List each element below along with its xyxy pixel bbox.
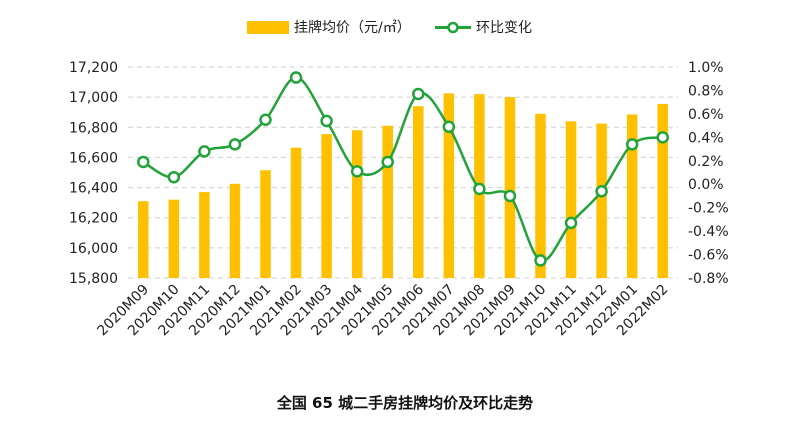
bar [229,183,241,278]
bar [290,147,302,278]
right-axis-tick-label: -0.8% [688,271,729,287]
right-axis-tick-label: 1.0% [688,60,724,76]
bar [596,123,607,279]
legend-bar-swatch [247,21,289,34]
bar [199,192,210,278]
right-axis-tick-label: -0.6% [688,248,729,264]
bar [413,106,424,278]
bar [535,113,546,278]
bar [565,121,577,278]
right-axis-tick-label: -0.2% [688,201,729,217]
left-axis-tick-label: 16,600 [69,150,118,166]
left-axis-tick-label: 16,000 [69,241,118,257]
right-axis-tick-label: 0.6% [688,107,724,123]
bar [657,103,668,278]
right-axis-tick-label: -0.4% [688,224,729,240]
left-axis-ticks: 15,800 16,000 16,200 16,400 16,600 16,800 17,0… [69,60,118,287]
legend-line-label: 环比变化 [476,20,532,36]
line-points [137,71,669,267]
line-point [289,71,303,84]
bar [260,170,271,278]
left-axis-tick-label: 16,200 [69,211,118,227]
line-point [656,131,669,144]
legend-bar-label: 挂牌均价（元/㎡） [294,19,411,36]
left-axis-tick-label: 16,400 [69,181,118,197]
bar [168,199,180,278]
line-point [442,120,456,134]
line-point [412,87,425,101]
line-point [259,113,272,126]
bar [351,130,363,278]
line-point [473,182,486,196]
right-axis-tick-label: 0.8% [688,83,724,99]
line-point [198,145,211,158]
line-point [167,170,181,184]
legend-line-marker [447,21,459,34]
line-point [595,185,608,198]
legend: 挂牌均价（元/㎡） 环比变化 [247,19,532,36]
line-point [503,189,517,203]
bar [504,97,516,279]
line-point [228,138,242,151]
x-axis-ticks: 2020M092020M102020M112020M122021M012021M… [94,281,671,339]
bar-series [138,93,668,279]
line-point [320,114,333,128]
line-point [564,216,578,230]
line-point [625,138,639,151]
line-point [137,155,150,169]
line-point [381,155,394,169]
left-axis-tick-label: 15,800 [69,271,118,287]
bar [626,114,638,278]
series-line [142,76,664,262]
right-axis-tick-label: 0.2% [688,154,724,170]
bar [382,125,393,279]
bar [138,201,149,278]
line-point [350,165,364,178]
bar [321,134,332,278]
grid-lines [128,66,678,279]
line-series [142,76,664,262]
bar [443,93,455,278]
left-axis-tick-label: 16,800 [69,120,118,136]
right-axis-ticks: -0.8% -0.6% -0.4% -0.2% 0.0% 0.2% 0.4% 0.6% 0.8%… [688,60,729,287]
right-axis-tick-label: 0.4% [688,130,724,146]
left-axis-tick-label: 17,200 [69,60,118,76]
chart-title: 全国 65 城二手房挂牌均价及环比走势 [276,394,534,412]
line-point [534,254,547,267]
left-axis-tick-label: 17,000 [69,90,118,106]
right-axis-tick-label: 0.0% [688,177,724,193]
